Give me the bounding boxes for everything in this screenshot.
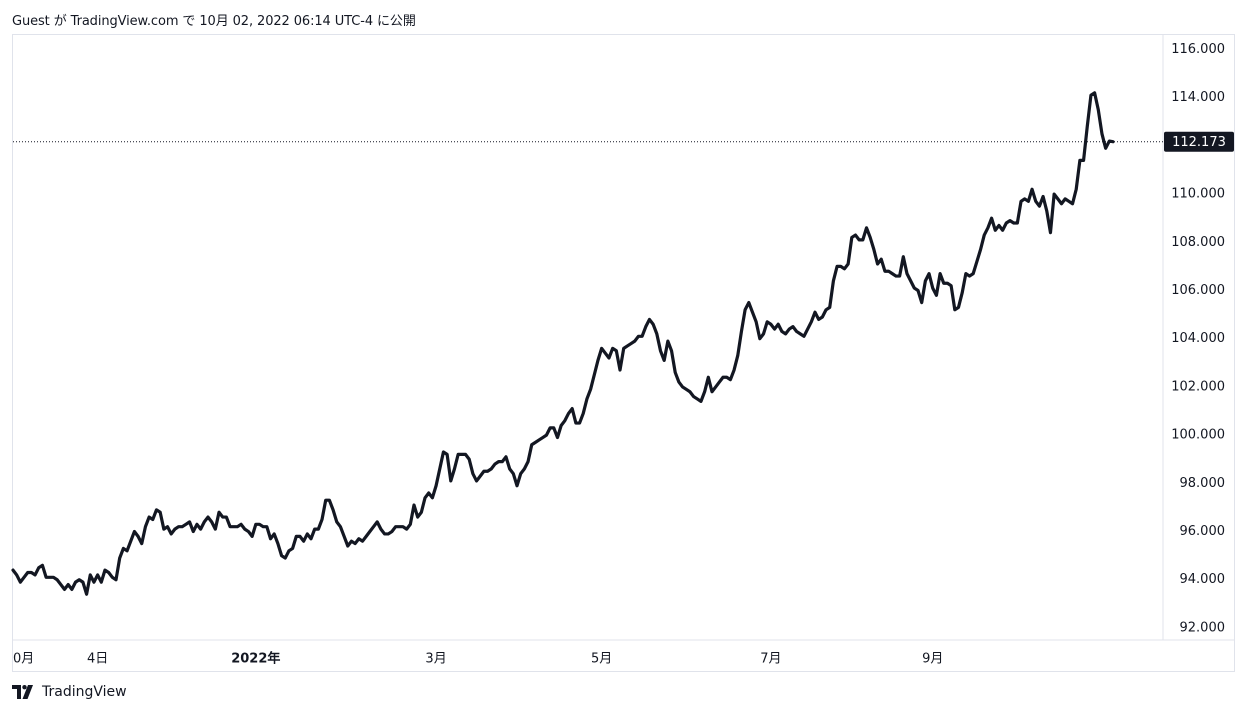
price-tick-label: 102.000 [1171,379,1225,394]
price-axis: 92.000 94.000 96.000 98.000 100.000 102.000 10… [1171,42,1225,635]
price-tick-label: 114.000 [1171,90,1225,105]
time-tick-label: 0月 [13,652,34,667]
price-tick-label: 92.000 [1180,620,1226,635]
price-tick-label: 108.000 [1171,235,1225,250]
time-tick-label: 5月 [591,652,612,667]
price-tick-label: 96.000 [1180,524,1226,539]
last-price-label: 112.173 [1164,131,1234,152]
price-tick-label: 110.000 [1171,187,1225,202]
price-tick-label: 116.000 [1171,42,1225,57]
publish-info-header: Guest が TradingView.com で 10月 02, 2022 0… [12,14,416,29]
last-price-label-text: 112.173 [1172,135,1226,150]
price-tick-label: 94.000 [1180,572,1226,587]
time-tick-label: 2022年 [231,651,280,667]
footer-brand[interactable]: TradingView [12,684,127,700]
price-tick-label: 100.000 [1171,428,1225,443]
time-axis: 0月 4日 2022年 3月 5月 7月 9月 [13,651,943,667]
time-tick-label: 3月 [425,652,446,667]
last-price-label-bg [1164,131,1234,152]
time-tick-label: 7月 [760,652,781,667]
price-tick-label: 106.000 [1171,283,1225,298]
price-tick-label: 104.000 [1171,331,1225,346]
time-tick-label: 9月 [922,652,943,667]
tradingview-logo-icon [12,685,33,699]
chart-frame [12,34,1235,672]
tradingview-brand-text: TradingView [42,684,127,700]
time-tick-label: 4日 [87,652,108,667]
price-series-line [11,91,1115,596]
price-tick-label: 98.000 [1180,476,1226,491]
